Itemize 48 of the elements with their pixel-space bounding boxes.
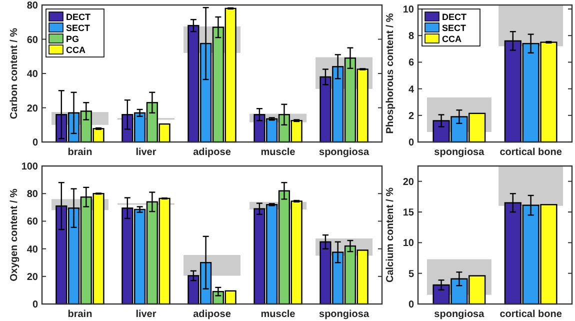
y-tick-label: 8 bbox=[408, 31, 414, 42]
y-tick-label: 15 bbox=[402, 208, 414, 218]
x-tick-label: brain bbox=[68, 147, 92, 158]
y-tick-label: 2 bbox=[408, 110, 414, 122]
y-tick-label: 6 bbox=[408, 58, 414, 69]
y-tick-label: 80 bbox=[26, 0, 38, 12]
y-tick-label: 20 bbox=[26, 272, 38, 283]
y-tick-label: 20 bbox=[402, 176, 414, 188]
legend-label: DECT bbox=[66, 12, 91, 22]
x-tick-label: spongiosa bbox=[434, 309, 485, 320]
x-tick-label: spongiosa bbox=[319, 309, 370, 320]
x-tick-label: adipose bbox=[193, 147, 232, 158]
y-tick-label: 10 bbox=[402, 4, 414, 16]
y-tick-label: 0 bbox=[32, 138, 38, 148]
legend-label: SECT bbox=[66, 23, 91, 33]
y-axis-title: Oxygen content / % bbox=[9, 188, 20, 282]
x-tick-label: cortical bone bbox=[500, 147, 562, 158]
y-tick-label: 100 bbox=[21, 162, 38, 172]
y-tick-label: 10 bbox=[402, 238, 414, 250]
legend-label: DECT bbox=[442, 12, 467, 22]
y-tick-label: 60 bbox=[26, 216, 38, 228]
y-axis-title: Phosphorous content / % bbox=[385, 13, 396, 134]
legend-label: CCA bbox=[66, 45, 86, 55]
x-tick-label: liver bbox=[136, 147, 156, 158]
y-tick-label: 0 bbox=[408, 138, 414, 148]
y-tick-label: 0 bbox=[32, 300, 38, 310]
y-axis-title: Calcium content / % bbox=[385, 187, 396, 283]
y-tick-label: 60 bbox=[26, 34, 38, 46]
y-tick-label: 40 bbox=[26, 244, 38, 256]
x-tick-label: brain bbox=[68, 309, 92, 320]
y-tick-label: 5 bbox=[408, 268, 414, 280]
y-tick-label: 20 bbox=[26, 103, 38, 114]
y-tick-label: 0 bbox=[408, 300, 414, 310]
y-tick-label: 40 bbox=[26, 69, 38, 80]
y-tick-label: 80 bbox=[26, 189, 38, 200]
y-axis-title: Carbon content / % bbox=[9, 28, 20, 120]
legend-label: PG bbox=[66, 34, 80, 44]
bar bbox=[498, 166, 564, 206]
x-tick-label: adipose bbox=[193, 309, 232, 320]
legend-label: CCA bbox=[442, 34, 462, 44]
x-tick-label: spongiosa bbox=[434, 147, 485, 158]
legend-label: SECT bbox=[442, 23, 467, 33]
x-tick-label: liver bbox=[136, 309, 156, 320]
y-tick-label: 4 bbox=[408, 84, 414, 96]
x-tick-label: muscle bbox=[260, 147, 296, 158]
x-tick-label: muscle bbox=[260, 309, 296, 320]
x-tick-label: spongiosa bbox=[319, 147, 370, 158]
x-tick-label: cortical bone bbox=[500, 309, 562, 320]
